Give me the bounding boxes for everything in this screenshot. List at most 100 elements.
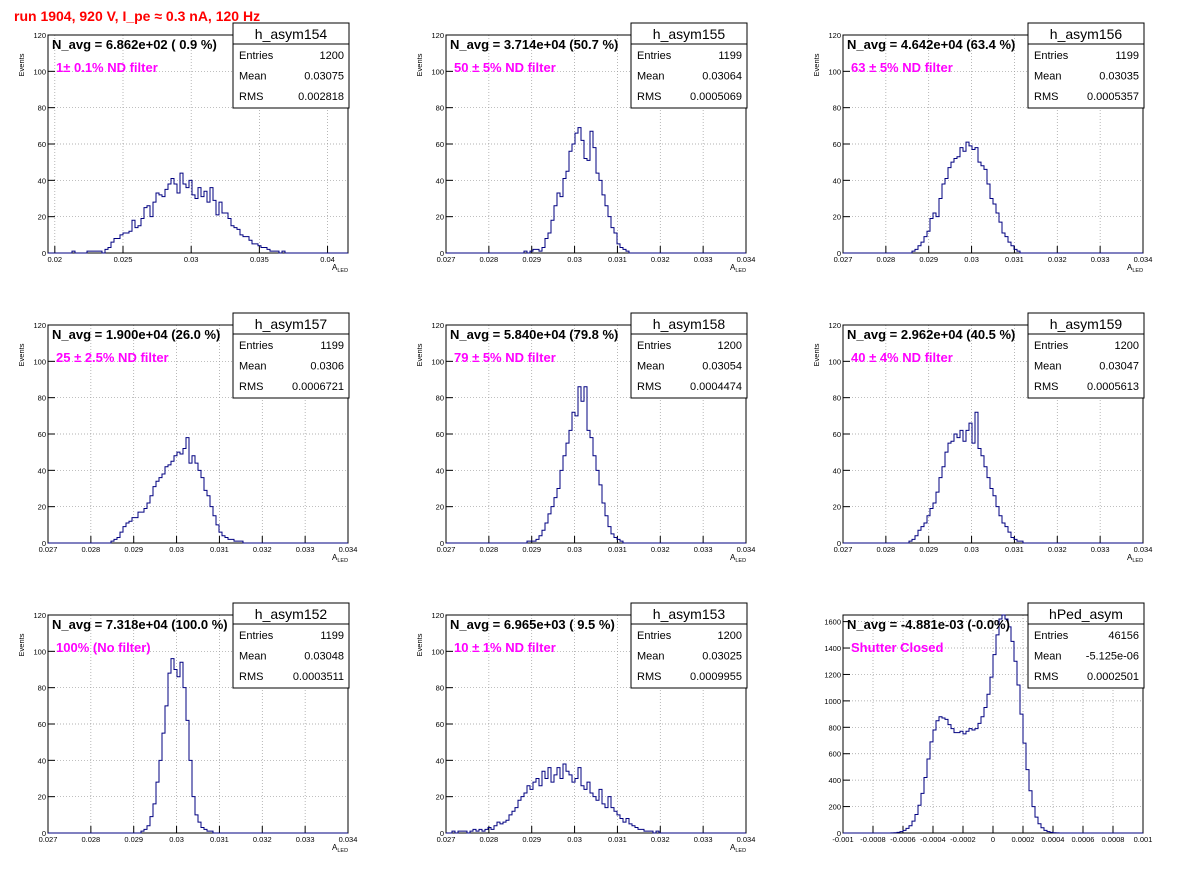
filter-annotation: 79 ± 5% ND filter [454, 350, 556, 365]
stats-value: 0.0005613 [1087, 381, 1139, 393]
y-tick-label: 400 [828, 776, 841, 785]
stats-title: h_asym158 [653, 316, 726, 332]
x-tick-label: 0.033 [694, 255, 713, 264]
filter-annotation: 100% (No filter) [56, 640, 151, 655]
histogram-panel-h_asym159: 0.027 0.028 0.029 0.03 0.031 0.032 0.033 0.034 0… [812, 312, 1152, 564]
x-tick-label: 0.032 [651, 545, 670, 554]
stats-box [630, 602, 748, 689]
x-axis-label-subscript: LED [337, 268, 348, 274]
x-axis-label-subscript: LED [735, 848, 746, 854]
x-axis-label: ALED [332, 553, 348, 564]
y-tick-label: 20 [38, 503, 46, 512]
y-tick-label: 120 [431, 31, 444, 40]
x-tick-label: 0.031 [608, 835, 627, 844]
y-tick-label: 800 [828, 723, 841, 732]
y-tick-label: 120 [33, 611, 46, 620]
stats-label: Mean [1034, 361, 1062, 373]
stats-box [630, 312, 748, 399]
stats-label: RMS [1034, 91, 1058, 103]
stats-box [630, 22, 748, 109]
y-axis-label: Events [415, 633, 424, 656]
y-tick-label: 0 [42, 539, 46, 548]
x-tick-label: 0.027 [437, 255, 456, 264]
x-tick-label: 0.029 [919, 545, 938, 554]
y-tick-label: 80 [436, 394, 444, 403]
histogram-panel-h_asym157: 0.027 0.028 0.029 0.03 0.031 0.032 0.033 0.034 0… [17, 312, 358, 564]
stats-value: 46156 [1108, 630, 1139, 642]
stats-value: 0.0004474 [690, 381, 742, 393]
x-tick-label: 0.03 [184, 255, 199, 264]
x-tick-label: 0.034 [339, 545, 358, 554]
y-tick-label: 0 [837, 829, 841, 838]
y-tick-label: 60 [833, 430, 841, 439]
x-tick-label: 0.029 [522, 835, 541, 844]
x-axis-label-subscript: LED [337, 848, 348, 854]
x-axis-label: ALED [730, 263, 746, 274]
stats-value: 0.03048 [304, 651, 344, 663]
stats-label: Entries [1034, 340, 1069, 352]
y-tick-label: 80 [833, 104, 841, 113]
y-tick-label: 20 [436, 213, 444, 222]
stats-label: Mean [637, 71, 665, 83]
stats-label: RMS [239, 91, 263, 103]
x-axis-label-subscript: LED [735, 268, 746, 274]
histogram-panel-hPed_asym: -0.001 -0.0008 -0.0006 -0.0004 -0.0002 0 0.000… [824, 602, 1152, 844]
x-axis-label: ALED [1127, 553, 1143, 564]
histogram-line [843, 411, 1143, 544]
y-axis-label: Events [17, 633, 26, 656]
histogram-panel-h_asym154: 0.02 0.025 0.03 0.035 0.04 0 20 40 60 80 100 120 ALE… [17, 22, 350, 274]
y-tick-label: 600 [828, 750, 841, 759]
stats-value: 1199 [718, 50, 742, 62]
x-tick-label: 0.027 [834, 255, 853, 264]
navg-annotation: N_avg = 3.714e+04 (50.7 %) [450, 37, 618, 52]
y-tick-label: 1200 [824, 670, 841, 679]
y-tick-label: 100 [33, 647, 46, 656]
stats-value: 1199 [320, 340, 344, 352]
filter-annotation: Shutter Closed [851, 640, 944, 655]
navg-annotation: N_avg = 6.965e+03 ( 9.5 %) [450, 617, 615, 632]
stats-box [1027, 602, 1145, 689]
stats-label: RMS [239, 381, 263, 393]
y-tick-label: 200 [828, 803, 841, 812]
histogram-line [446, 386, 746, 544]
x-axis-label: ALED [332, 843, 348, 854]
x-tick-label: 0.027 [39, 545, 58, 554]
y-tick-label: 100 [431, 647, 444, 656]
stats-label: Entries [239, 340, 274, 352]
x-tick-label: 0.029 [522, 545, 541, 554]
stats-label: RMS [637, 91, 661, 103]
x-tick-label: 0.0008 [1102, 835, 1125, 844]
y-tick-label: 80 [833, 394, 841, 403]
x-tick-label: 0.028 [81, 835, 100, 844]
y-tick-label: 20 [436, 503, 444, 512]
x-tick-label: 0.028 [479, 835, 498, 844]
x-tick-label: 0 [991, 835, 995, 844]
stats-title: h_asym152 [255, 606, 328, 622]
y-tick-label: 60 [38, 720, 46, 729]
stats-box [232, 602, 350, 689]
y-tick-label: 60 [436, 430, 444, 439]
y-tick-label: 120 [431, 321, 444, 330]
x-tick-label: 0.034 [339, 835, 358, 844]
y-tick-label: 0 [440, 249, 444, 258]
x-tick-label: -0.0002 [950, 835, 975, 844]
y-tick-label: 100 [828, 357, 841, 366]
x-tick-label: 0.034 [737, 255, 756, 264]
y-tick-label: 40 [38, 756, 46, 765]
x-tick-label: 0.04 [320, 255, 335, 264]
histogram-line [843, 141, 1143, 254]
y-tick-label: 0 [837, 539, 841, 548]
histogram-line [446, 763, 746, 834]
y-tick-label: 120 [431, 611, 444, 620]
x-tick-label: 0.027 [834, 545, 853, 554]
x-tick-label: 0.032 [1048, 255, 1067, 264]
y-axis-label: Events [415, 53, 424, 76]
x-axis-label: ALED [1127, 263, 1143, 274]
x-tick-label: 0.031 [1005, 545, 1024, 554]
x-tick-label: 0.03 [964, 255, 979, 264]
x-tick-label: 0.035 [250, 255, 269, 264]
y-tick-label: 60 [38, 430, 46, 439]
y-tick-label: 100 [431, 67, 444, 76]
navg-annotation: N_avg = 2.962e+04 (40.5 %) [847, 327, 1015, 342]
x-tick-label: 0.0002 [1012, 835, 1035, 844]
